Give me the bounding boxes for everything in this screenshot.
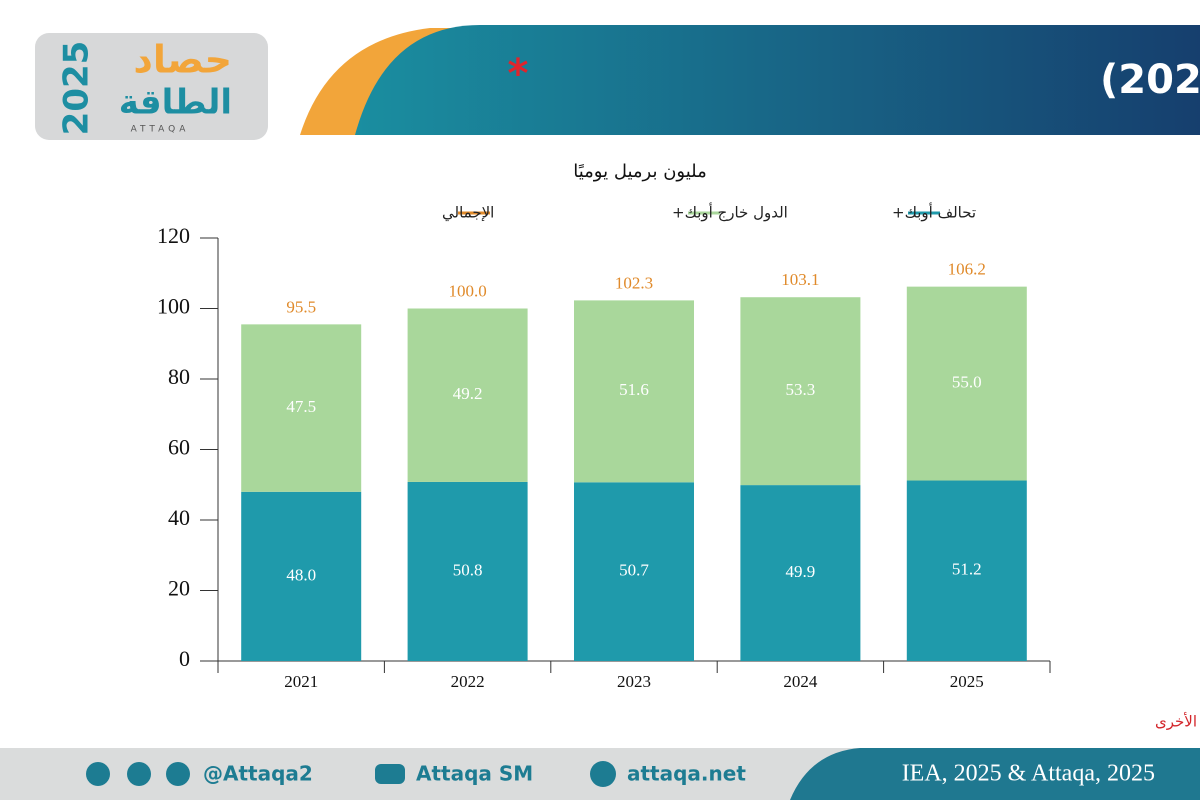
value-label: 50.8 [453,560,483,579]
y-tick-label: 40 [168,505,190,530]
bar-segment [407,481,528,661]
icon-x[interactable] [86,762,110,786]
bar-segment [574,482,694,661]
icon-youtube[interactable] [375,764,405,784]
footer-youtube[interactable]: Attaqa SM [416,762,533,786]
logo-name: حصاد [133,38,232,82]
footer-web[interactable]: attaqa.net [627,762,746,786]
footer-source: IEA, 2025 & Attaqa, 2025 [902,761,1155,787]
plot: 0 20 40 60 80 100 120 تحالف أوبك+ الدول خارج أوب… [157,203,1051,691]
x-tick-label: 2021 [284,672,318,691]
total-label: 103.1 [781,270,819,289]
x-tick-label: 2025 [950,672,984,691]
bar-segment [241,491,362,661]
logo-box [35,33,268,140]
value-label: 53.3 [786,380,816,399]
footer-twitter[interactable]: @Attaqa2 [203,762,313,786]
legend-label: تحالف أوبك+ [892,203,976,222]
logo-year: 2025 [57,41,97,136]
bar-segment [574,300,694,483]
bar-segment [906,480,1027,661]
y-tick-label: 100 [157,294,190,319]
y-tick-label: 60 [168,435,190,460]
value-label: 48.0 [286,565,316,584]
y-tick-label: 20 [168,576,190,601]
x-tick-label: 2024 [783,672,818,691]
value-label: 55.0 [952,372,982,391]
total-label: 100.0 [448,281,486,300]
total-label: 102.3 [615,273,653,292]
total-label: 95.5 [286,297,316,316]
bar-segment [740,485,861,661]
logo-brand: الطاقة [119,83,232,123]
social-icons [86,761,616,787]
title-mark: * [508,51,529,97]
value-label: 51.6 [619,380,649,399]
bar-segment [906,286,1027,481]
footnote: *يشمل النفط الخام والسوائل الأخرى [1155,712,1200,731]
x-tick-label: 2022 [451,672,485,691]
bar-segment [740,297,861,486]
header-band [355,25,1200,135]
y-tick-label: 120 [157,223,190,248]
bar-segment [241,324,362,492]
title: إنتاج النفط العالمي (2022-2025) [1100,57,1200,103]
x-tick-label: 2023 [617,672,651,691]
y-tick-label: 0 [179,646,190,671]
value-label: 50.7 [619,561,649,580]
y-tick-label: 80 [168,364,190,389]
icon-instagram[interactable] [127,762,151,786]
total-label: 106.2 [948,260,986,279]
value-label: 49.9 [786,562,816,581]
y-axis-label: مليون برميل يوميًا [573,161,707,182]
legend-label: الإجمالي [442,204,494,223]
logo-latin: ATTAQA [131,125,190,135]
footer-accent [790,748,1200,800]
value-label: 51.2 [952,560,982,579]
icon-facebook[interactable] [166,762,190,786]
icon-web[interactable] [590,761,616,787]
value-label: 47.5 [286,397,316,416]
value-label: 49.2 [453,384,483,403]
legend-label: الدول خارج أوبك+ [672,203,788,223]
bar-segment [407,308,528,482]
